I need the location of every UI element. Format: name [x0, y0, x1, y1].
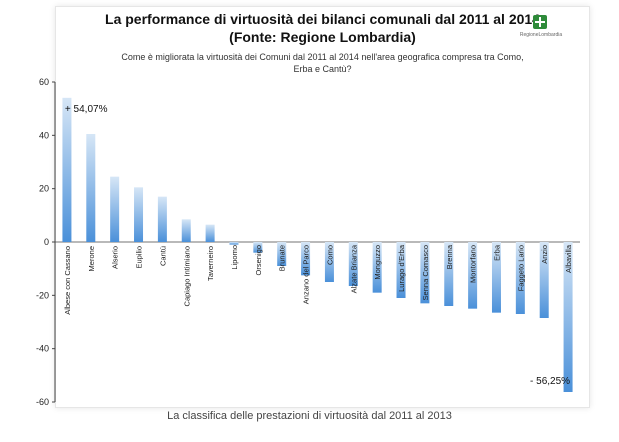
- bar: [396, 242, 406, 298]
- chart-source: (Fonte: Regione Lombardia): [229, 29, 416, 45]
- category-label: Brunate: [278, 245, 287, 271]
- bar: [491, 242, 501, 313]
- bar: [157, 196, 167, 242]
- bar: [420, 242, 430, 304]
- chart-subtitle-line1: Come è migliorata la virtuosità dei Comu…: [121, 52, 524, 62]
- bar: [444, 242, 454, 306]
- bar: [348, 242, 358, 286]
- bar: [301, 242, 311, 276]
- category-label: Taverneiro: [206, 246, 215, 281]
- bar: [539, 242, 549, 318]
- regione-lombardia-logo: RegioneLombardia: [506, 15, 576, 45]
- category-label: Albavilla: [564, 244, 573, 273]
- chart-subtitle-line2: Erba e Cantù?: [293, 64, 352, 74]
- bar: [62, 97, 72, 243]
- value-annotation: + 54,07%: [65, 104, 108, 115]
- bar-chart: 60 40 20 0 -20 -40 -60 Albese con Cassano Meron…: [36, 77, 580, 405]
- y-tick-label: 60: [39, 77, 49, 87]
- y-tick-label: -40: [36, 344, 49, 354]
- y-tick-label: -60: [36, 397, 49, 405]
- category-label: Eupilio: [135, 246, 144, 269]
- category-label: Albese con Cassano: [63, 246, 72, 315]
- category-label: Senna Comasco: [421, 245, 430, 300]
- rose-camuna-icon: [533, 15, 547, 29]
- chart-title: La performance di virtuosità dei bilanci…: [105, 11, 540, 27]
- bar: [110, 176, 120, 242]
- category-label: Faggeto Lario: [516, 245, 525, 291]
- category-label: Orsenigo: [254, 245, 263, 275]
- category-label: Brenna: [445, 244, 454, 269]
- bar: [324, 242, 334, 282]
- bar: [205, 224, 215, 242]
- bar: [181, 219, 191, 242]
- bar: [468, 242, 478, 309]
- annotations: + 54,07% - 56,25%: [65, 104, 570, 387]
- category-label: Lurago d'Erba: [397, 244, 406, 292]
- logo-text: RegioneLombardia: [519, 32, 563, 38]
- chart-frame: La performance di virtuosità dei bilanci…: [55, 6, 590, 408]
- category-label: Monguzzo: [373, 245, 382, 280]
- category-label: Capiago Intimiano: [182, 246, 191, 306]
- value-annotation: - 56,25%: [530, 376, 570, 387]
- category-label: Merone: [87, 246, 96, 271]
- category-labels: Albese con Cassano Merone Alserio Eupilio Ca…: [63, 244, 573, 315]
- y-tick-label: 0: [44, 237, 49, 247]
- category-label: Anzano del Parco: [302, 245, 311, 304]
- bar: [515, 242, 525, 314]
- category-label: Anzio: [540, 245, 549, 264]
- category-label: Erba: [492, 244, 501, 261]
- category-label: Cantù: [158, 246, 167, 266]
- y-tick-label: 20: [39, 184, 49, 194]
- y-tick-label: 40: [39, 130, 49, 140]
- bar: [372, 242, 382, 293]
- bar: [86, 134, 96, 242]
- bars: [62, 97, 573, 392]
- category-label: Lipomo: [230, 245, 239, 270]
- bar: [563, 242, 573, 392]
- bar: [229, 242, 239, 245]
- category-label: Montorfano: [469, 245, 478, 283]
- image-caption: La classifica delle prestazioni di virtu…: [167, 410, 452, 422]
- category-label: Alserio: [111, 246, 120, 269]
- category-label: Alzate Brianza: [349, 244, 358, 293]
- category-label: Como: [325, 245, 334, 265]
- bar: [253, 242, 263, 253]
- y-tick-label: -20: [36, 290, 49, 300]
- bar: [277, 242, 287, 266]
- bar: [134, 187, 144, 242]
